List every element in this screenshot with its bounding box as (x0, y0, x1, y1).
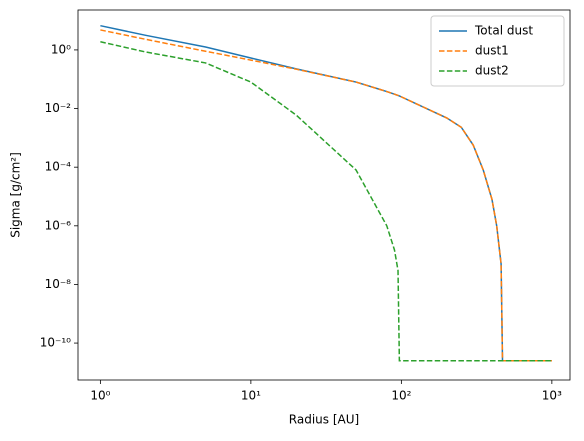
legend: Total dust dust1 dust2 (430, 15, 565, 87)
y-tick-label: 10⁻¹⁰ (40, 336, 71, 350)
y-axis-label: Sigma [g/cm²] (9, 152, 23, 238)
legend-box (430, 15, 565, 87)
x-tick-label: 10⁰ (90, 389, 110, 403)
y-tick-label: 10⁻⁴ (45, 160, 72, 174)
legend-label: dust2 (475, 64, 509, 78)
y-tick-label: 10⁻⁸ (45, 277, 72, 291)
plot-frame (77, 9, 571, 381)
x-tick-label: 10³ (542, 389, 562, 403)
x-tick-label: 10² (391, 389, 411, 403)
y-tick-label: 10⁰ (51, 42, 71, 56)
legend-label: dust1 (475, 44, 509, 58)
y-tick-label: 10⁻⁶ (45, 218, 72, 232)
legend-label: Total dust (474, 24, 533, 38)
series-line (100, 29, 552, 362)
series-line (100, 41, 552, 362)
x-axis-label: Radius [AU] (289, 413, 359, 427)
y-tick-label: 10⁻² (45, 101, 72, 115)
x-tick-label: 10¹ (241, 389, 261, 403)
